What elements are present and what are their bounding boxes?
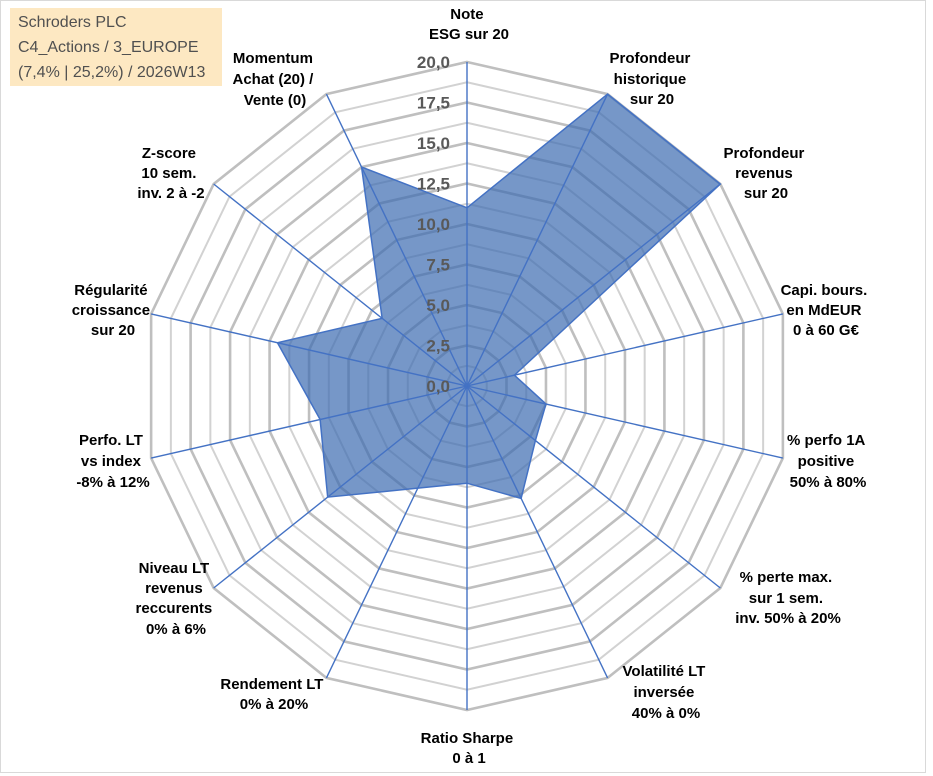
axis-label-perte-max: % perte max. sur 1 sem. inv. 50% à 20% — [735, 569, 841, 627]
axis-label-line: Ratio Sharpe — [421, 730, 514, 747]
axis-label-line: revenus — [735, 165, 793, 182]
radar-axis-line — [466, 385, 721, 589]
radar-axis-line — [466, 183, 721, 387]
title-category: C4_Actions / 3_EUROPE — [18, 39, 199, 56]
tick-label: 12,5 — [417, 175, 450, 194]
tick-label: 15,0 — [417, 134, 450, 153]
axis-label-line: sur 20 — [744, 185, 788, 202]
tick-label: 20,0 — [417, 53, 450, 72]
axis-label-perfo-1a: % perfo 1A positive 50% à 80% — [787, 432, 869, 491]
axis-label-line: inv. 50% à 20% — [735, 610, 841, 627]
axis-label-line: 0% à 6% — [146, 621, 206, 638]
axis-label-rendement: Rendement LT 0% à 20% — [220, 676, 327, 713]
axis-label-line: Profondeur — [609, 50, 690, 67]
axis-label-line: croissance — [72, 302, 150, 319]
axis-label-z-score: Z-score 10 sem. inv. 2 à -2 — [137, 145, 204, 202]
tick-label: 0,0 — [426, 377, 450, 396]
axis-label-line: 40% à 0% — [632, 705, 700, 722]
axis-label-line: 0% à 20% — [240, 696, 308, 713]
axis-label-line: % perfo 1A — [787, 432, 866, 449]
axis-label-line: Capi. bours. — [781, 282, 868, 299]
axis-label-line: reccurents — [136, 600, 213, 617]
data-point — [318, 417, 323, 422]
radar-axis-line — [213, 385, 468, 589]
axis-label-line: Rendement LT — [220, 676, 323, 693]
data-point — [465, 481, 470, 486]
radar-axis-line — [466, 93, 609, 387]
axis-label-line: Niveau LT — [139, 560, 210, 577]
axis-label-volatilite: Volatilité LT inversée 40% à 0% — [623, 663, 710, 722]
axis-label-line: sur 20 — [91, 322, 135, 339]
data-point — [325, 495, 330, 500]
data-point — [512, 373, 517, 378]
axis-label-line: 10 sem. — [141, 165, 196, 182]
tick-label: 2,5 — [426, 337, 450, 356]
radar-axis-line — [466, 385, 784, 459]
tick-label: 10,0 — [417, 215, 450, 234]
axis-label-perfo-lt: Perfo. LT vs index -8% à 12% — [76, 432, 149, 491]
axis-label-line: en MdEUR — [786, 302, 861, 319]
data-point — [718, 181, 723, 186]
axis-label-capi-bours: Capi. bours. en MdEUR 0 à 60 G€ — [781, 282, 872, 339]
axis-label-line: positive — [798, 453, 855, 470]
axis-label-line: 0 à 1 — [452, 750, 485, 767]
axis-label-regularite: Régularité croissance sur 20 — [72, 282, 155, 339]
axis-label-line: inversée — [633, 684, 694, 701]
axis-label-line: Momentum — [233, 50, 313, 67]
axis-label-line: % perte max. — [740, 569, 833, 586]
data-point — [275, 340, 280, 345]
data-point — [380, 316, 385, 321]
axis-label-line: sur 20 — [630, 91, 674, 108]
title-company: Schroders PLC — [18, 14, 127, 31]
data-point — [359, 165, 364, 170]
data-point — [519, 496, 524, 501]
axis-label-line: Régularité — [74, 282, 147, 299]
radar-axis-line — [150, 385, 468, 459]
axis-label-line: ESG sur 20 — [429, 26, 509, 43]
data-point — [605, 92, 610, 97]
radar-axis-line — [466, 385, 609, 679]
axis-label-line: vs index — [81, 453, 142, 470]
data-point — [465, 205, 470, 210]
axis-label-line: inv. 2 à -2 — [137, 185, 204, 202]
axis-label-line: Perfo. LT — [79, 432, 143, 449]
axis-label-line: Vente (0) — [244, 92, 307, 109]
radar-axes — [150, 62, 784, 710]
radar-axis-line — [325, 385, 468, 679]
axis-label-line: revenus — [145, 580, 203, 597]
axis-label-niveau-revenus: Niveau LT revenus reccurents 0% à 6% — [136, 560, 217, 638]
data-point — [415, 486, 420, 491]
tick-label: 17,5 — [417, 94, 450, 113]
axis-label-momentum: Momentum Achat (20) / Vente (0) — [232, 50, 317, 109]
axis-label-line: sur 1 sem. — [749, 590, 823, 607]
axis-label-line: -8% à 12% — [76, 474, 149, 491]
axis-label-line: historique — [614, 71, 687, 88]
axis-label-profondeur-revenus: Profondeur revenus sur 20 — [723, 145, 808, 202]
radar-axis-line — [150, 313, 468, 387]
axis-label-line: Achat (20) / — [232, 71, 314, 88]
data-point — [543, 402, 548, 407]
tick-label: 7,5 — [426, 256, 450, 275]
axis-label-line: 50% à 80% — [790, 474, 867, 491]
axis-label-profondeur-historique: Profondeur historique sur 20 — [609, 50, 694, 108]
radar-axis-line — [325, 93, 468, 387]
chart-title-box: Schroders PLC C4_Actions / 3_EUROPE (7,4… — [10, 8, 222, 86]
tick-label: 5,0 — [426, 296, 450, 315]
radar-axis-line — [213, 183, 468, 387]
data-point — [533, 438, 538, 443]
radar-axis-line — [466, 313, 784, 387]
axis-label-line: Note — [450, 6, 483, 23]
tick-labels: 0,0 2,5 5,0 7,5 10,0 12,5 15,0 17,5 20,0 — [417, 53, 450, 396]
title-stats: (7,4% | 25,2%) / 2026W13 — [18, 64, 206, 81]
axis-label-ratio-sharpe: Ratio Sharpe 0 à 1 — [421, 730, 518, 767]
axis-label-note-esg: Note ESG sur 20 — [429, 6, 509, 43]
axis-label-line: Volatilité LT — [623, 663, 706, 680]
axis-label-line: Z-score — [142, 145, 196, 162]
axis-label-line: Profondeur — [723, 145, 804, 162]
axis-labels: Note ESG sur 20 Profondeur historique su… — [72, 6, 872, 767]
axis-label-line: 0 à 60 G€ — [793, 322, 860, 339]
